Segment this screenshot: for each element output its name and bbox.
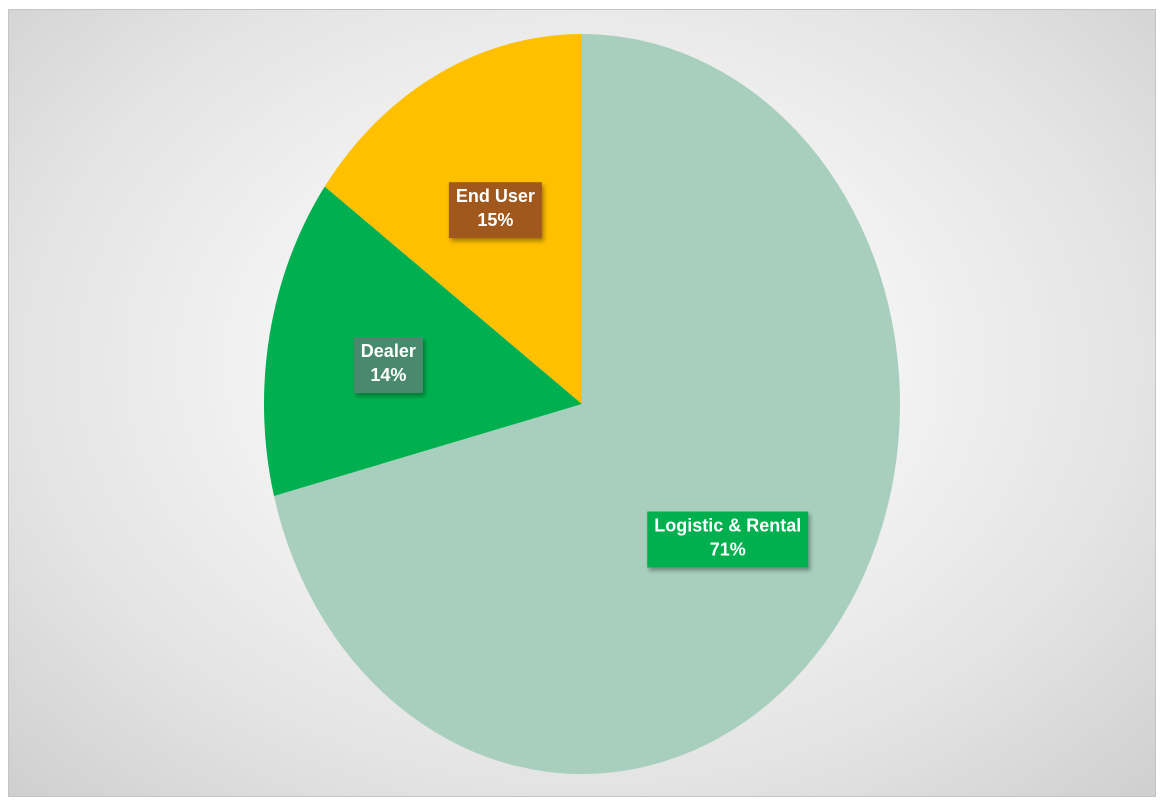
data-label-value: 71%: [710, 540, 746, 560]
data-label: Dealer 14%: [353, 337, 423, 394]
pie-chart: Logistic & Rental 71% Dealer 14% End User 15%: [264, 34, 900, 774]
pie-labels: Logistic & Rental 71% Dealer 14% End User 15%: [353, 182, 809, 568]
data-label-name: Logistic & Rental: [654, 516, 801, 536]
data-label: Logistic & Rental 71%: [647, 511, 809, 568]
chart-frame: Logistic & Rental 71% Dealer 14% End User 15%: [8, 9, 1156, 797]
data-label-box: [448, 182, 542, 239]
data-label-value: 14%: [370, 365, 406, 385]
data-label-value: 15%: [477, 210, 513, 230]
data-label: End User 15%: [448, 182, 542, 239]
data-label-box: [647, 511, 809, 568]
pie-slices: [264, 34, 900, 774]
pie-slice-dealer: [264, 186, 582, 497]
pie-slice-logistic-rental: [273, 34, 900, 774]
data-label-name: End User: [456, 186, 535, 206]
data-label-box: [353, 337, 423, 394]
data-label-name: Dealer: [361, 341, 416, 361]
